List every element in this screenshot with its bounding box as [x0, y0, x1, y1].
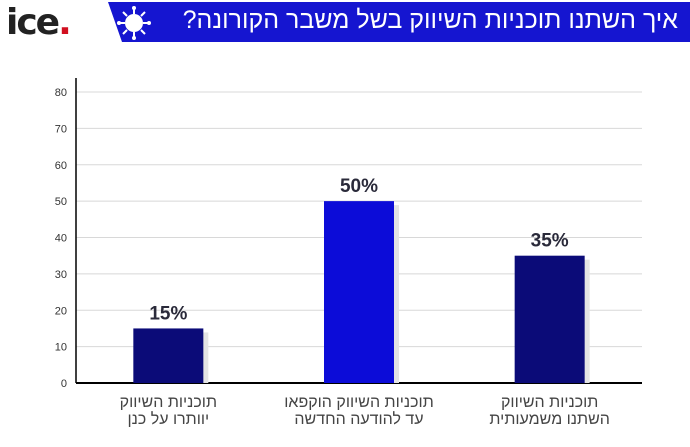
bar	[324, 201, 394, 383]
title-banner: איך השתנו תוכניות השיווק בשל משבר הקורונ…	[108, 2, 690, 42]
x-category-label: יוותרו על כנן	[127, 410, 209, 428]
bar	[133, 328, 204, 383]
y-tick-label: 60	[55, 160, 67, 172]
logo-text: ice	[6, 2, 60, 43]
data-label: 50%	[340, 176, 378, 197]
bar	[514, 255, 585, 383]
chart-title: איך השתנו תוכניות השיווק בשל משבר הקורונ…	[182, 6, 678, 34]
y-tick-label: 50	[55, 196, 67, 208]
x-category-label: השתנו משמעותית	[489, 411, 609, 428]
x-category-label: תוכניות השיווק הוקפאו	[284, 394, 434, 411]
y-tick-label: 20	[55, 305, 67, 317]
virus-icon	[117, 6, 151, 40]
y-tick-label: 40	[55, 233, 67, 245]
y-tick-label: 30	[55, 269, 67, 281]
y-tick-label: 0	[61, 378, 67, 390]
y-tick-label: 80	[55, 87, 67, 99]
ice-logo: ice.	[6, 2, 72, 43]
y-tick-label: 70	[55, 123, 67, 135]
y-tick-label: 10	[55, 342, 67, 354]
x-category-label: תוכניות השיווק	[501, 394, 598, 411]
x-category-label: תוכניות השיווק	[120, 394, 217, 411]
data-label: 35%	[531, 231, 569, 252]
data-label: 15%	[149, 303, 187, 324]
x-category-label: עד להודעה החדשה	[294, 410, 423, 428]
